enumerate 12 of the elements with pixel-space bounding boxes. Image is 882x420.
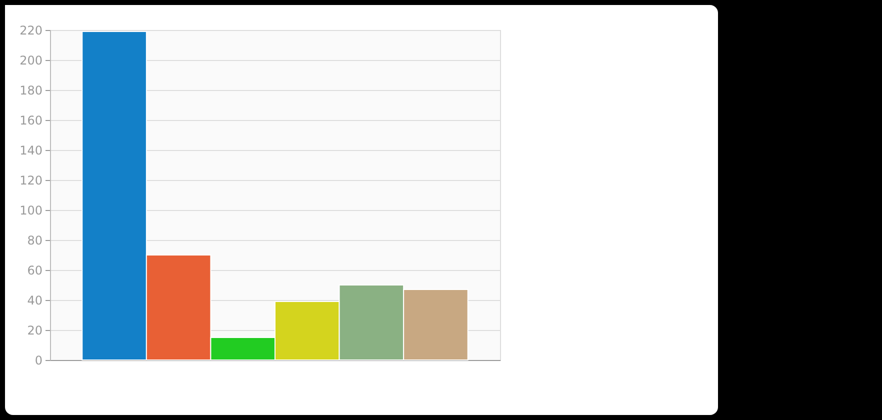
y-tick-label: 40 [27, 294, 42, 308]
y-tick-label: 100 [20, 204, 42, 218]
y-tick-label: 200 [20, 54, 42, 68]
y-tick-label: 220 [20, 24, 42, 38]
y-tick-label: 180 [20, 84, 42, 98]
y-tick-label: 60 [27, 264, 42, 278]
y-tick-label: 120 [20, 174, 42, 188]
y-tick-label: 0 [34, 354, 42, 368]
y-tick-label: 140 [20, 144, 42, 158]
y-tick-label: 80 [27, 234, 42, 248]
y-tick-label: 160 [20, 114, 42, 128]
y-tick-label: 20 [27, 324, 42, 338]
